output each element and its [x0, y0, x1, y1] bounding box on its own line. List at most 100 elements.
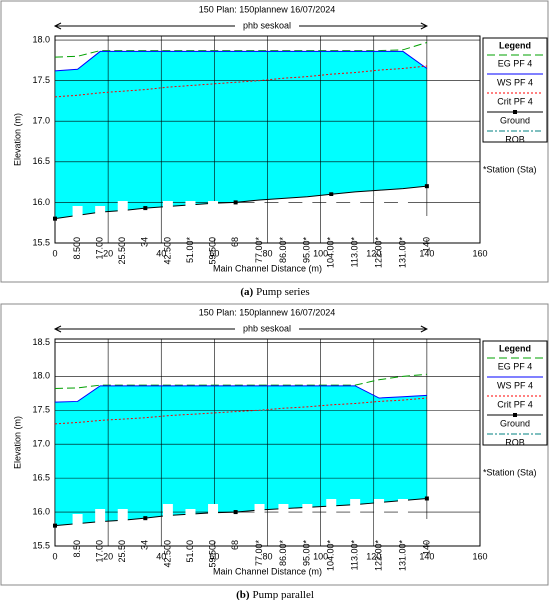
y-tick-label: 15.5 [32, 237, 50, 247]
station-label-bg [350, 196, 361, 239]
ground-marker [233, 200, 238, 205]
station-label-bg [302, 504, 313, 542]
legend-label: ROB [505, 134, 525, 144]
legend-box [482, 340, 548, 446]
reach-arrow [53, 22, 428, 30]
series-line [54, 397, 427, 425]
station-label-bg [254, 504, 265, 542]
x-tick-label: 160 [472, 248, 487, 258]
x-tick-label: 100 [313, 248, 328, 258]
station-label: 86.00* [278, 540, 288, 567]
station-label: 17.00 [95, 237, 105, 260]
series-line [54, 373, 427, 390]
station-label-bg [374, 196, 385, 239]
ground-marker [53, 216, 57, 221]
y-tick-label: 17.0 [32, 116, 50, 126]
legend-label: EG PF 4 [498, 361, 533, 371]
x-tick-label: 80 [262, 551, 272, 561]
reach-arrow [53, 325, 428, 333]
station-label-bg [421, 216, 432, 239]
y-tick-label: 16.0 [32, 506, 50, 516]
x-tick-label: 20 [103, 248, 113, 258]
station-label: 122.00* [373, 540, 383, 572]
reach-label-bg [235, 323, 299, 335]
station-label: 77.00* [254, 540, 264, 567]
chart-title: 150 Plan: 150plannew 16/07/2024 [199, 307, 336, 317]
station-label-bg [278, 201, 289, 239]
y-tick-label: 18.0 [32, 34, 50, 44]
station-label-bg [140, 221, 151, 239]
x-tick-label: 160 [472, 551, 487, 561]
reach-label: phb seskoal [243, 20, 291, 30]
station-label: 25.500 [117, 237, 127, 265]
station-label-bg [421, 519, 432, 542]
y-tick-label: 17.5 [32, 75, 50, 85]
ground-marker [233, 510, 238, 515]
legend-title: Legend [499, 343, 531, 353]
station-label: 113.00* [350, 540, 360, 571]
station-label: 113.00* [350, 237, 360, 268]
station-label: 95.00* [302, 540, 312, 567]
ground-marker [53, 523, 57, 528]
station-label: 95.00* [302, 237, 312, 264]
station-label: 68 [230, 237, 240, 247]
station-label-bg [278, 504, 289, 542]
x-tick-label: 40 [156, 248, 166, 258]
legend-marker [513, 413, 517, 417]
y-axis-label: Elevation (m) [12, 416, 22, 469]
x-tick-label: 0 [52, 248, 57, 258]
station-label-bg [374, 499, 385, 542]
y-tick-label: 18.5 [32, 337, 50, 347]
station-label: 131.00* [397, 237, 407, 269]
station-label-bg [302, 201, 313, 239]
legend-title: Legend [499, 40, 531, 50]
caption-label: (a) [240, 286, 253, 298]
station-label: 34 [140, 237, 150, 247]
y-tick-label: 16.0 [32, 197, 50, 207]
caption: (b) Pump parallel [236, 589, 314, 600]
chart-title: 150 Plan: 150plannew 16/07/2024 [199, 4, 336, 14]
station-label-bg [140, 524, 151, 542]
station-label-bg [326, 196, 337, 239]
station-label-bg [208, 504, 219, 542]
station-label: 25.50 [117, 540, 127, 563]
ground-marker [424, 184, 429, 189]
series-line [54, 42, 428, 58]
station-label-bg [117, 201, 128, 239]
series-line [54, 50, 428, 72]
station-label: 34 [140, 540, 150, 550]
caption-text: Pump series [256, 286, 309, 298]
station-label: 8.500 [72, 237, 82, 260]
y-tick-label: 17.5 [32, 405, 50, 415]
ground-marker [329, 192, 334, 197]
legend-label: Ground [500, 418, 530, 428]
station-label: 86.00* [278, 237, 288, 264]
y-axis-label: Elevation (m) [12, 113, 22, 166]
station-label: 131.00* [397, 540, 407, 572]
station-label-bg [95, 509, 106, 542]
station-label-bg [72, 206, 83, 239]
station-label-bg [72, 514, 83, 542]
x-tick-label: 140 [419, 248, 434, 258]
legend-label: Crit PF 4 [497, 399, 533, 409]
caption: (a) Pump series [240, 286, 309, 298]
station-label: 42.500 [162, 237, 172, 265]
station-label: 51.00* [185, 237, 195, 264]
station-label-bg [230, 221, 241, 239]
x-tick-label: 20 [103, 551, 113, 561]
water-area [55, 385, 427, 526]
station-label-bg [326, 499, 337, 542]
x-tick-label: 120 [366, 248, 381, 258]
x-tick-label: 100 [313, 551, 328, 561]
caption-label: (b) [236, 589, 250, 600]
station-label-bg [95, 206, 106, 239]
station-label-bg [162, 201, 173, 239]
legend-label: ROB [505, 437, 525, 447]
x-axis-label: Main Channel Distance (m) [213, 263, 322, 273]
station-label-bg [230, 524, 241, 542]
station-label: 122.00* [373, 237, 383, 269]
y-tick-label: 16.5 [32, 473, 50, 483]
panel-border [0, 303, 549, 586]
